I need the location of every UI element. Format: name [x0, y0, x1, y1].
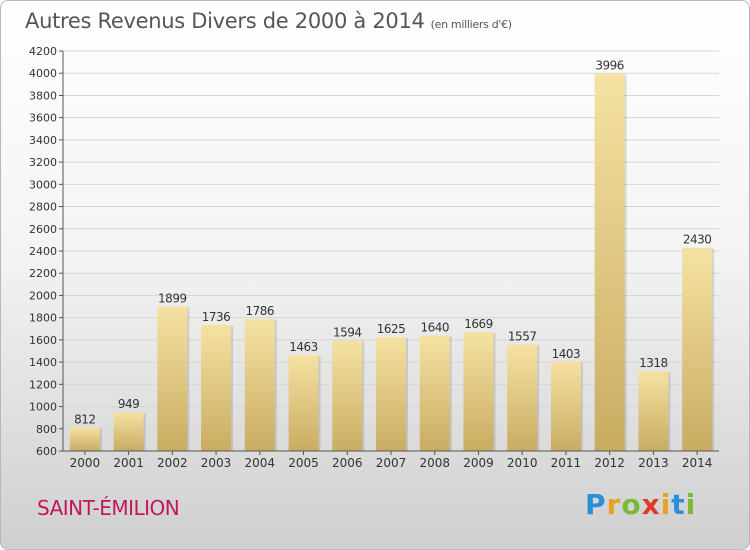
bar-value-label: 3996	[595, 59, 624, 73]
y-tick-label: 2000	[29, 289, 57, 302]
x-tick-label: 2002	[157, 456, 188, 470]
bar-value-label: 1786	[246, 304, 275, 318]
y-tick-label: 2400	[29, 245, 57, 258]
y-tick-label: 3400	[29, 134, 57, 147]
bar	[507, 344, 538, 451]
x-tick-label: 2007	[376, 456, 407, 470]
x-tick-label: 2000	[70, 456, 101, 470]
y-tick-label: 1000	[29, 401, 57, 414]
bar-value-label: 949	[118, 397, 139, 411]
bar	[419, 335, 450, 451]
logo-letter: t	[671, 488, 686, 521]
location-label: SAINT-ÉMILION	[37, 496, 180, 520]
y-tick-label: 4200	[29, 45, 57, 58]
x-tick-label: 2009	[463, 456, 494, 470]
bar	[69, 427, 100, 451]
bar	[376, 337, 406, 451]
bar-value-label: 1899	[158, 292, 187, 306]
bar	[638, 371, 669, 451]
logo-letter: i	[660, 488, 672, 521]
chart-title: Autres Revenus Divers de 2000 à 2014 (en …	[25, 9, 512, 33]
y-tick-label: 3200	[29, 156, 57, 169]
bar	[550, 361, 581, 451]
bar	[594, 73, 625, 452]
logo-letter: x	[641, 488, 661, 521]
bar	[201, 324, 232, 451]
bar	[332, 340, 363, 451]
x-tick-label: 2011	[551, 456, 582, 470]
bar-value-label: 1557	[508, 330, 537, 344]
bar-value-label: 1640	[420, 320, 449, 334]
y-tick-label: 1800	[29, 312, 57, 325]
bar-value-label: 812	[74, 412, 95, 426]
x-tick-label: 2001	[113, 456, 144, 470]
x-tick-label: 2012	[594, 456, 625, 470]
bars: 812 949 1899 1736 1786 1463 1594 1625 1640 1669 15…	[69, 59, 715, 452]
y-tick-label: 1200	[29, 378, 57, 391]
y-tick-label: 3800	[29, 89, 57, 102]
bar-value-label: 2430	[683, 233, 712, 247]
bar	[288, 355, 319, 451]
bar	[682, 247, 713, 451]
y-tick-label: 600	[36, 445, 57, 458]
x-tick-label: 2004	[245, 456, 276, 470]
bar	[113, 412, 144, 451]
proxiti-logo: Proxiti	[585, 488, 696, 521]
y-tick-label: 3000	[29, 178, 57, 191]
x-tick-label: 2003	[201, 456, 232, 470]
bar-value-label: 1669	[464, 317, 493, 331]
x-tick-label: 2013	[638, 456, 669, 470]
logo-letter: i	[685, 488, 697, 521]
bar-value-label: 1403	[552, 347, 581, 361]
y-tick-label: 2200	[29, 267, 57, 280]
x-tick-label: 2008	[419, 456, 450, 470]
chart-subtitle: (en milliers d'€)	[430, 18, 512, 31]
y-tick-label: 3600	[29, 112, 57, 125]
bar	[157, 306, 188, 451]
y-tick-label: 1400	[29, 356, 57, 369]
y-tick-label: 4000	[29, 67, 57, 80]
x-tick-label: 2005	[288, 456, 319, 470]
y-tick-label: 1600	[29, 334, 57, 347]
bar-value-label: 1318	[639, 356, 668, 370]
logo-letter: o	[621, 488, 642, 521]
x-tick-label: 2010	[507, 456, 538, 470]
bar-value-label: 1594	[333, 326, 362, 340]
bar-value-label: 1463	[289, 340, 318, 354]
x-tick-label: 2014	[682, 456, 713, 470]
axes: 600 800 1000 1200 1400 1600 1800 2000 2200 2400 26…	[29, 45, 719, 470]
bar	[244, 319, 275, 451]
bar	[463, 332, 494, 451]
y-tick-label: 800	[36, 423, 57, 436]
x-tick-label: 2006	[332, 456, 363, 470]
bar-value-label: 1625	[377, 322, 406, 336]
y-tick-label: 2800	[29, 201, 57, 214]
logo-letter: r	[606, 488, 622, 521]
bar-value-label: 1736	[202, 310, 231, 324]
logo-letter: P	[585, 488, 607, 521]
y-tick-label: 2600	[29, 223, 57, 236]
